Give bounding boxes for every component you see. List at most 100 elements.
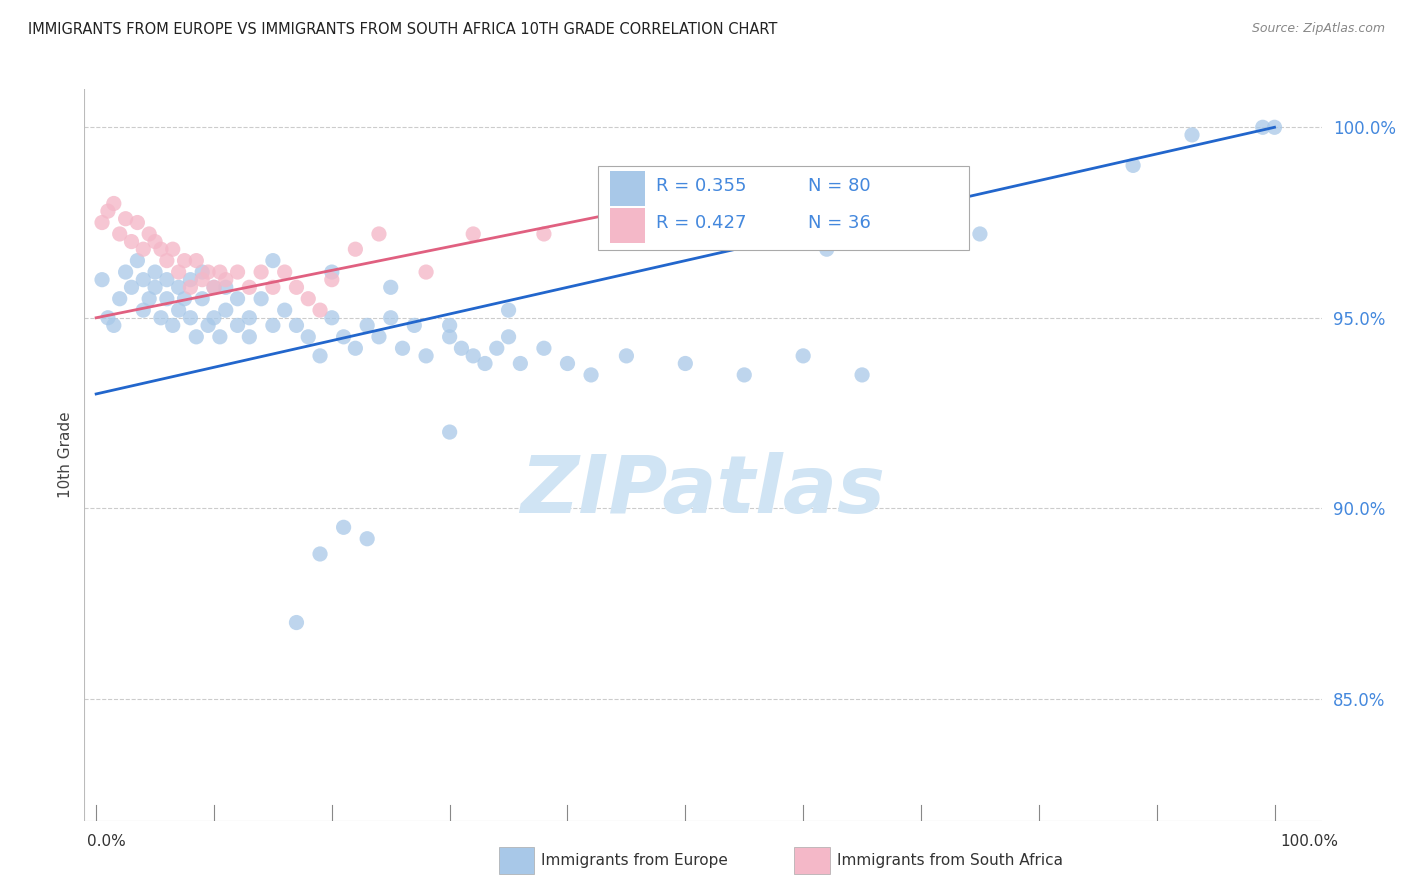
Text: 0.0%: 0.0% bbox=[87, 834, 127, 849]
Point bbox=[309, 303, 332, 318]
Point bbox=[273, 265, 295, 279]
Point bbox=[673, 356, 696, 370]
Point bbox=[202, 310, 225, 325]
Text: R = 0.355: R = 0.355 bbox=[657, 178, 747, 195]
Point bbox=[250, 265, 273, 279]
Point bbox=[380, 280, 402, 294]
Text: ZIPatlas: ZIPatlas bbox=[520, 452, 886, 531]
Point bbox=[285, 280, 308, 294]
Point bbox=[474, 356, 496, 370]
Point bbox=[226, 318, 249, 333]
Point bbox=[173, 292, 195, 306]
Point bbox=[321, 273, 343, 287]
Point bbox=[498, 330, 520, 344]
Point bbox=[143, 280, 166, 294]
Text: 100.0%: 100.0% bbox=[1281, 834, 1339, 849]
Point bbox=[202, 280, 225, 294]
Point bbox=[368, 227, 391, 241]
Point bbox=[332, 520, 354, 534]
Point bbox=[167, 303, 190, 318]
Point bbox=[121, 280, 143, 294]
Point bbox=[149, 310, 172, 325]
Text: Source: ZipAtlas.com: Source: ZipAtlas.com bbox=[1251, 22, 1385, 36]
Point bbox=[103, 196, 125, 211]
Point bbox=[215, 273, 238, 287]
Point bbox=[108, 292, 131, 306]
Point bbox=[121, 235, 143, 249]
Point bbox=[273, 303, 295, 318]
FancyBboxPatch shape bbox=[610, 208, 645, 243]
Point bbox=[509, 356, 531, 370]
Point bbox=[103, 318, 125, 333]
Text: IMMIGRANTS FROM EUROPE VS IMMIGRANTS FROM SOUTH AFRICA 10TH GRADE CORRELATION CH: IMMIGRANTS FROM EUROPE VS IMMIGRANTS FRO… bbox=[28, 22, 778, 37]
Point bbox=[226, 292, 249, 306]
Point bbox=[463, 349, 485, 363]
Point bbox=[557, 356, 579, 370]
Point bbox=[191, 292, 214, 306]
Point bbox=[186, 330, 208, 344]
Point bbox=[439, 425, 461, 439]
Point bbox=[215, 280, 238, 294]
Point bbox=[191, 273, 214, 287]
Point bbox=[162, 318, 184, 333]
Point bbox=[616, 349, 638, 363]
Point bbox=[138, 227, 160, 241]
Point bbox=[167, 265, 190, 279]
Point bbox=[321, 265, 343, 279]
Point bbox=[309, 349, 332, 363]
Point bbox=[132, 303, 155, 318]
Point bbox=[238, 310, 260, 325]
Point bbox=[202, 280, 225, 294]
Text: R = 0.427: R = 0.427 bbox=[657, 214, 747, 232]
Point bbox=[114, 265, 136, 279]
Point bbox=[404, 318, 426, 333]
Point bbox=[1122, 158, 1144, 172]
Point bbox=[143, 265, 166, 279]
Point bbox=[132, 242, 155, 256]
Point bbox=[262, 280, 284, 294]
Point bbox=[368, 330, 391, 344]
FancyBboxPatch shape bbox=[598, 166, 969, 250]
Point bbox=[97, 204, 120, 219]
Point bbox=[533, 227, 555, 241]
Point bbox=[114, 211, 136, 226]
Point bbox=[91, 215, 114, 229]
Point bbox=[262, 253, 284, 268]
Point bbox=[173, 253, 195, 268]
Point bbox=[186, 253, 208, 268]
Point bbox=[208, 265, 231, 279]
Point bbox=[579, 368, 602, 382]
Point bbox=[238, 280, 260, 294]
Point bbox=[297, 330, 319, 344]
Point bbox=[197, 318, 219, 333]
Point bbox=[215, 303, 238, 318]
Point bbox=[356, 318, 378, 333]
Point bbox=[156, 273, 179, 287]
Point bbox=[127, 215, 149, 229]
Point bbox=[733, 368, 755, 382]
Text: N = 80: N = 80 bbox=[808, 178, 870, 195]
Point bbox=[91, 273, 114, 287]
Point bbox=[450, 341, 472, 355]
Point bbox=[285, 615, 308, 630]
Point bbox=[1181, 128, 1204, 142]
Point bbox=[197, 265, 219, 279]
Point bbox=[143, 235, 166, 249]
Point bbox=[138, 292, 160, 306]
Point bbox=[208, 330, 231, 344]
Point bbox=[238, 330, 260, 344]
Point bbox=[463, 227, 485, 241]
Point bbox=[439, 330, 461, 344]
Point bbox=[1251, 120, 1274, 135]
Point bbox=[156, 292, 179, 306]
Point bbox=[132, 273, 155, 287]
Point bbox=[969, 227, 991, 241]
Point bbox=[191, 265, 214, 279]
Point bbox=[179, 310, 201, 325]
Y-axis label: 10th Grade: 10th Grade bbox=[58, 411, 73, 499]
Point bbox=[167, 280, 190, 294]
Point bbox=[162, 242, 184, 256]
Point bbox=[498, 303, 520, 318]
Point bbox=[156, 253, 179, 268]
Point bbox=[321, 310, 343, 325]
